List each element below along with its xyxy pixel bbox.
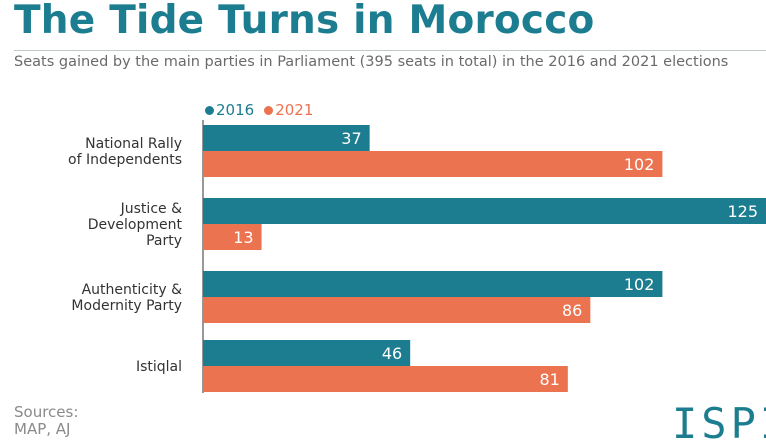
bar-justice-and-development-party-2021 — [203, 224, 262, 250]
bar-national-rally-of-independents-2016 — [203, 125, 370, 151]
legend-item-2016: 2016 — [205, 101, 254, 119]
bar-istiqlal-2021 — [203, 366, 568, 392]
legend-label-2016: 2016 — [216, 101, 255, 119]
legend-item-2021: 2021 — [264, 101, 313, 119]
legend-swatch-2021 — [264, 105, 274, 115]
legend-label-2021: 2021 — [275, 101, 314, 119]
bar-national-rally-of-independents-2021 — [203, 151, 663, 177]
bar-authenticity-and-modernity-party-2021 — [203, 297, 591, 323]
sources-note: Sources: MAP, AJ — [14, 404, 78, 438]
data-label-authenticity-and-modernity-party-2021: 86 — [562, 301, 582, 320]
bar-chart: National Rally of Independents 37 102 Justic… — [68, 120, 766, 393]
data-label-istiqlal-2016: 46 — [382, 344, 402, 363]
legend-swatch-2016 — [205, 105, 214, 115]
data-label-istiqlal-2021: 81 — [539, 370, 559, 389]
sources-text: MAP, AJ — [14, 420, 71, 438]
data-label-authenticity-and-modernity-party-2016: 102 — [624, 275, 655, 294]
title-divider — [14, 50, 766, 51]
chart-legend: 2016 2021 — [205, 101, 313, 119]
ispi-logo: ISPI — [672, 399, 766, 448]
bar-authenticity-and-modernity-party-2016 — [203, 271, 663, 297]
data-label-national-rally-of-independents-2016: 37 — [341, 129, 361, 148]
data-label-national-rally-of-independents-2021: 102 — [624, 155, 655, 174]
category-label-authenticity-and-modernity-party: Authenticity & Modernity Party — [71, 282, 182, 314]
category-label-justice-and-development-party: Justice & Development Party — [88, 201, 183, 249]
data-label-justice-and-development-party-2021: 13 — [233, 228, 253, 247]
sources-label: Sources: — [14, 403, 79, 421]
category-label-istiqlal: Istiqlal — [136, 359, 182, 375]
category-label-national-rally-of-independents: National Rally of Independents — [68, 136, 182, 168]
data-label-justice-and-development-party-2016: 125 — [727, 202, 758, 221]
bar-istiqlal-2016 — [203, 340, 411, 366]
chart-subtitle: Seats gained by the main parties in Parl… — [14, 54, 729, 70]
chart-title: The Tide Turns in Morocco — [14, 0, 595, 43]
bar-justice-and-development-party-2016 — [203, 198, 766, 224]
